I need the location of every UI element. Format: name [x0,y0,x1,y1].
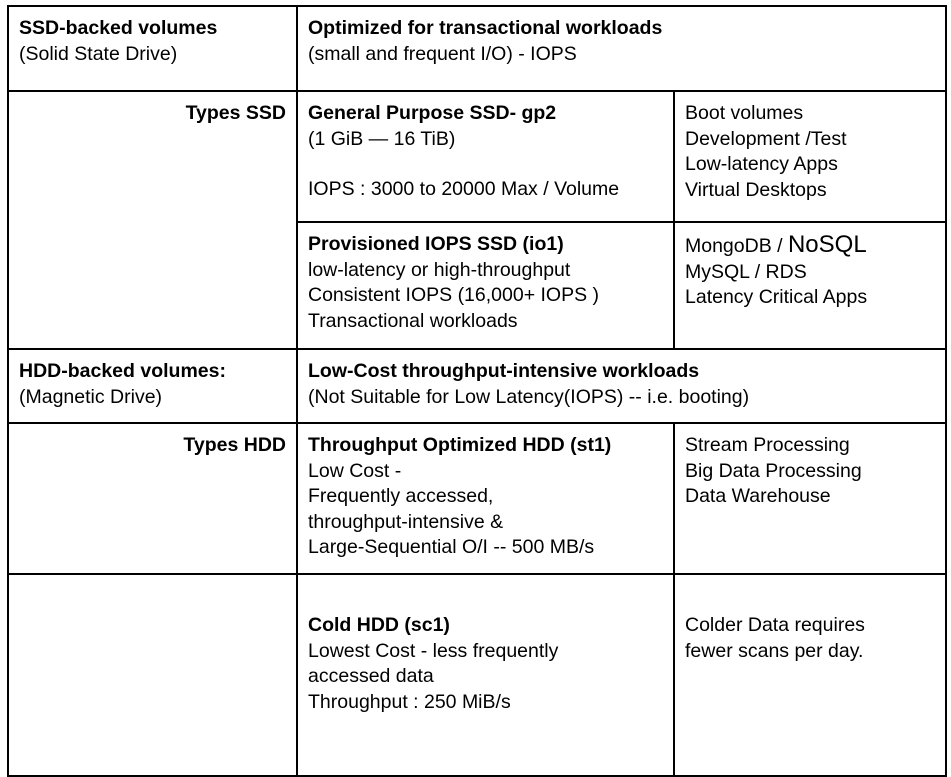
hdd-description-cell: Low-Cost throughput-intensive workloads … [295,348,948,424]
sc1-line: Throughput : 250 MiB/s [308,690,511,713]
types-hdd-label: Types HDD [183,434,286,456]
ssd-category-title: SSD-backed volumes [19,17,218,39]
io1-line: low-latency or high-throughput [308,258,571,281]
st1-use-item: Big Data Processing [685,459,862,482]
ebs-volume-types-table: SSD-backed volumes (Solid State Drive) O… [7,5,948,777]
sc1-line: Lowest Cost - less frequently [308,639,559,662]
st1-use-item: Stream Processing [685,434,850,456]
st1-line: Frequently accessed, [308,485,494,507]
gp2-range: (1 GiB — 16 TiB) [308,127,456,150]
hdd-description-title: Low-Cost throughput-intensive workloads [308,360,700,382]
sc1-use-item: fewer scans per day. [685,639,864,662]
hdd-category-cell: HDD-backed volumes: (Magnetic Drive) [7,348,298,424]
ssd-header-row: SSD-backed volumes (Solid State Drive) O… [7,5,948,92]
sc1-empty-cell [7,573,298,777]
st1-line: Large-Sequential O/I -- 500 MB/s [308,536,595,558]
gp2-row: Types SSD General Purpose SSD- gp2 (1 Gi… [7,90,948,350]
io1-line: Consistent IOPS (16,000+ IOPS ) [308,284,600,306]
sc1-uses-cell: Colder Data requires fewer scans per day… [672,573,948,777]
ssd-description-title: Optimized for transactional workloads [308,17,663,39]
types-hdd-cell: Types HDD [7,422,298,575]
gp2-iops: IOPS : 3000 to 20000 Max / Volume [308,178,620,200]
hdd-category-title: HDD-backed volumes: [19,360,226,382]
hdd-category-subtitle: (Magnetic Drive) [19,385,163,408]
st1-uses-cell: Stream Processing Big Data Processing Da… [672,422,948,575]
gp2-use-item: Low-latency Apps [685,153,838,175]
io1-title: Provisioned IOPS SSD (io1) [308,233,564,255]
io1-row: Provisioned IOPS SSD (io1) low-latency o… [8,221,948,350]
sc1-detail-cell: Cold HDD (sc1) Lowest Cost - less freque… [296,573,675,777]
io1-line: Transactional workloads [308,309,518,332]
io1-use-item: Latency Critical Apps [685,286,868,308]
gp2-detail-cell: General Purpose SSD- gp2 (1 GiB — 16 TiB… [296,90,675,223]
io1-use-item: MySQL / RDS [685,260,807,283]
gp2-use-item: Development /Test [685,127,847,150]
hdd-description-subtitle: (Not Suitable for Low Latency(IOPS) -- i… [308,385,750,408]
io1-uses-cell: MongoDB / NoSQL MySQL / RDS Latency Crit… [672,221,948,350]
io1-use-nosql: NoSQL [787,231,867,258]
sc1-row: Cold HDD (sc1) Lowest Cost - less freque… [7,573,948,777]
st1-use-item: Data Warehouse [685,485,831,507]
st1-line: throughput-intensive & [308,510,504,533]
st1-line: Low Cost - [308,459,402,482]
ssd-category-cell: SSD-backed volumes (Solid State Drive) [7,5,298,92]
st1-detail-cell: Throughput Optimized HDD (st1) Low Cost … [296,422,675,575]
st1-title: Throughput Optimized HDD (st1) [308,434,612,456]
types-ssd-cell: Types SSD [7,90,298,350]
ssd-description-subtitle: (small and frequent I/O) - IOPS [308,42,577,65]
gp2-title: General Purpose SSD- gp2 [308,102,557,124]
hdd-header-row: HDD-backed volumes: (Magnetic Drive) Low… [7,348,948,424]
sc1-use-item: Colder Data requires [685,614,865,636]
ssd-description-cell: Optimized for transactional workloads (s… [295,5,948,92]
sc1-line: accessed data [308,665,434,687]
ssd-category-subtitle: (Solid State Drive) [19,42,178,65]
gp2-use-item: Boot volumes [685,102,804,124]
io1-use-mongodb: MongoDB / [685,235,788,257]
st1-row: Types HDD Throughput Optimized HDD (st1)… [7,422,948,575]
types-ssd-label: Types SSD [185,102,286,124]
io1-detail-cell: Provisioned IOPS SSD (io1) low-latency o… [296,221,675,350]
io1-use-item: MongoDB / NoSQL [685,232,935,260]
sc1-title: Cold HDD (sc1) [308,614,450,636]
gp2-uses-cell: Boot volumes Development /Test Low-laten… [672,90,948,223]
gp2-use-item: Virtual Desktops [685,178,827,201]
